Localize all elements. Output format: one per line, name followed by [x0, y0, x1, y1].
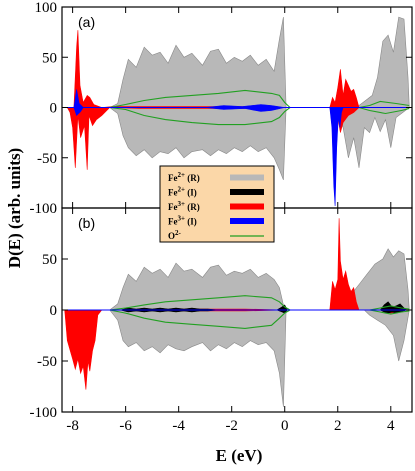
y-tick-label: 50	[42, 50, 57, 66]
legend-item-fe2-i: Fe2+ (I)	[168, 186, 264, 198]
legend: Fe2+ (R) Fe2+ (I) Fe3+ (R) Fe3+ (I) O2-	[159, 165, 275, 243]
legend-swatch	[230, 218, 264, 224]
legend-label: Fe3+ (I)	[168, 215, 197, 227]
legend-item-fe2-r: Fe2+ (R)	[168, 171, 264, 183]
x-tick-label: -6	[119, 418, 132, 434]
legend-label: Fe2+ (R)	[168, 171, 200, 183]
y-tick-label: -100	[30, 405, 58, 421]
y-tick-label: -50	[37, 151, 57, 167]
y-tick-label: -50	[37, 354, 57, 370]
x-tick-label: 4	[387, 418, 395, 434]
legend-swatch	[230, 174, 264, 181]
o2-line-up	[109, 295, 410, 311]
x-tick-label: -2	[225, 418, 238, 434]
legend-label: O2-	[168, 229, 182, 241]
legend-swatch	[230, 203, 264, 210]
o2-line-down	[109, 309, 410, 329]
o2-line-down	[109, 106, 410, 126]
dos-area-fe2-r-lower	[109, 309, 410, 407]
x-tick-label: 2	[334, 418, 342, 434]
legend-item-o2: O2-	[168, 229, 264, 241]
y-axis-label: D(E) (arb. units)	[5, 148, 24, 268]
dos-area-fe3-r-lower	[66, 107, 360, 170]
x-tick-label: -4	[172, 418, 185, 434]
dos-area-fe2-r-upper	[109, 16, 410, 108]
y-tick-label: -100	[30, 201, 58, 217]
panels	[62, 16, 412, 407]
legend-swatch	[230, 189, 264, 195]
dos-area-fe3-i-upper	[73, 89, 285, 108]
panel-tag: (a)	[78, 14, 95, 30]
panel-tag: (b)	[78, 215, 95, 231]
legend-label: Fe2+ (I)	[168, 186, 197, 198]
x-tick-label: -8	[66, 418, 79, 434]
y-tick-label: 100	[35, 0, 58, 16]
panel-a	[62, 16, 412, 207]
legend-label: Fe3+ (R)	[168, 200, 200, 212]
o2-line-up	[109, 89, 410, 109]
dos-area-fe2-r-lower	[108, 107, 411, 181]
x-tick-label: 0	[281, 418, 289, 434]
y-tick-label: 0	[50, 303, 58, 319]
panel-b	[62, 218, 412, 407]
y-tick-label: 50	[42, 252, 57, 268]
dos-area-fe2-r-upper	[108, 248, 410, 311]
legend-item-fe3-i: Fe3+ (I)	[168, 215, 264, 227]
legend-item-fe3-r: Fe3+ (R)	[168, 200, 264, 212]
x-axis-label: E (eV)	[216, 446, 263, 465]
y-tick-label: 0	[50, 101, 58, 117]
